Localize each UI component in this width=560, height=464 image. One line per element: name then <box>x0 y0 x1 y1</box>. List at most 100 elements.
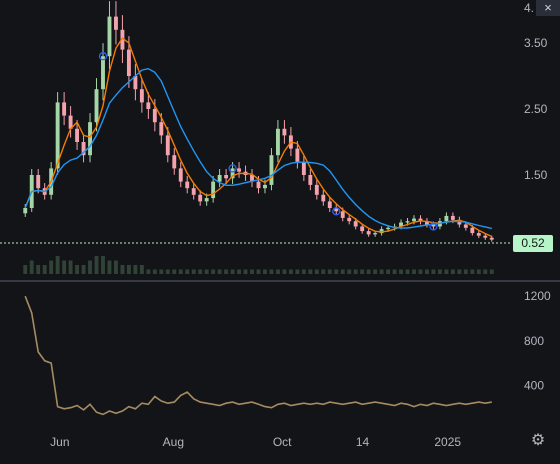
candle-body <box>204 198 209 202</box>
candle-body <box>444 215 449 222</box>
volume-bar <box>386 269 391 274</box>
candle-body <box>224 175 229 179</box>
candle-body <box>366 231 371 235</box>
time-tick-label: 2025 <box>434 435 461 449</box>
volume-bar <box>224 269 229 274</box>
volume-bar <box>269 269 274 274</box>
gear-icon[interactable]: ⚙ <box>530 432 546 449</box>
volume-bar <box>444 269 449 274</box>
candle-body <box>483 235 488 238</box>
candle-body <box>178 168 183 182</box>
indicator-tick-label: 1200 <box>524 289 551 303</box>
indicator-line <box>24 295 492 416</box>
time-axis[interactable]: Jun Aug Oct 14 2025 <box>50 435 461 449</box>
candle-body <box>431 224 436 227</box>
candle-body <box>230 168 235 179</box>
moving-averages <box>24 37 493 238</box>
candle-body <box>256 181 261 189</box>
volume-bar <box>133 265 138 274</box>
volume-bar <box>275 269 280 274</box>
volume-bar <box>431 269 436 274</box>
volume-bar <box>204 269 209 274</box>
volume-bar <box>392 269 397 274</box>
volume-bar <box>139 265 144 274</box>
candle-body <box>399 222 403 227</box>
volume-bar <box>463 269 468 274</box>
volume-bar <box>437 269 442 274</box>
volume-bar <box>94 256 99 274</box>
volume-bar <box>263 269 267 274</box>
candle-body <box>476 233 481 236</box>
candle-body <box>120 29 125 50</box>
price-axis[interactable]: 4. 3.50 2.50 1.50 <box>524 1 548 182</box>
candle-body <box>314 184 319 195</box>
volume-bar <box>81 265 86 274</box>
volume-bar <box>120 265 125 274</box>
candle-body <box>185 181 190 189</box>
volume-bar <box>178 269 183 274</box>
time-tick-label: Aug <box>163 435 184 449</box>
volume-bar <box>373 269 378 274</box>
signal-marker <box>429 222 438 231</box>
volume-bar <box>211 269 216 274</box>
volume-bar <box>425 269 429 274</box>
candle-body <box>321 194 326 202</box>
candle-body <box>250 175 254 182</box>
candle-body <box>489 237 494 240</box>
price-tick-label: 1.50 <box>524 168 548 182</box>
slow-ma-line <box>24 67 492 230</box>
candle-body <box>237 168 242 172</box>
candle-body <box>327 201 332 208</box>
time-tick-label: Jun <box>50 435 69 449</box>
candle-body <box>114 16 118 30</box>
time-tick-label: 14 <box>356 435 370 449</box>
candle-body <box>152 109 157 123</box>
volume-bar <box>172 269 177 274</box>
volume-bar <box>42 265 47 274</box>
signal-markers <box>98 52 438 231</box>
volume-bar <box>250 269 254 274</box>
close-button[interactable]: × <box>536 0 560 16</box>
volume-bar <box>29 260 34 274</box>
indicator-axis[interactable]: 1200 800 400 <box>524 289 551 392</box>
candle-body <box>146 102 151 109</box>
volume-bar <box>107 260 112 274</box>
candle-body <box>211 181 216 199</box>
candle-body <box>269 155 274 185</box>
price-tick-label: 4. <box>524 1 534 15</box>
candle-body <box>165 135 170 156</box>
volume-bar <box>217 269 222 274</box>
candle-body <box>191 188 196 195</box>
signal-marker <box>98 52 108 61</box>
candle-body <box>347 217 352 222</box>
signal-marker <box>332 207 341 216</box>
volume-bar <box>353 269 358 274</box>
candle-body <box>126 49 131 76</box>
volume-bar <box>483 269 488 274</box>
volume-bar <box>191 269 196 274</box>
candle-body <box>334 208 339 212</box>
candle-body <box>81 142 86 156</box>
volume-bar <box>185 269 190 274</box>
volume-bar <box>165 269 170 274</box>
candle-body <box>379 229 384 234</box>
volume-bar <box>36 265 41 274</box>
volume-bar <box>489 269 494 274</box>
volume-bar <box>49 260 54 274</box>
volume-bar <box>68 260 73 274</box>
last-price-label: 0.52 <box>513 235 553 252</box>
candle-body <box>107 16 112 57</box>
volume-bar <box>405 269 410 274</box>
volume-bar <box>334 269 339 274</box>
candle-body <box>139 89 144 103</box>
volume-bars <box>23 256 494 274</box>
candle-body <box>23 208 28 214</box>
volume-bar <box>101 256 105 274</box>
candle-body <box>172 155 177 169</box>
candle-body <box>412 218 416 222</box>
candle-body <box>418 218 423 222</box>
volume-bar <box>256 269 261 274</box>
volume-bar <box>340 269 345 274</box>
volume-bar <box>230 269 235 274</box>
